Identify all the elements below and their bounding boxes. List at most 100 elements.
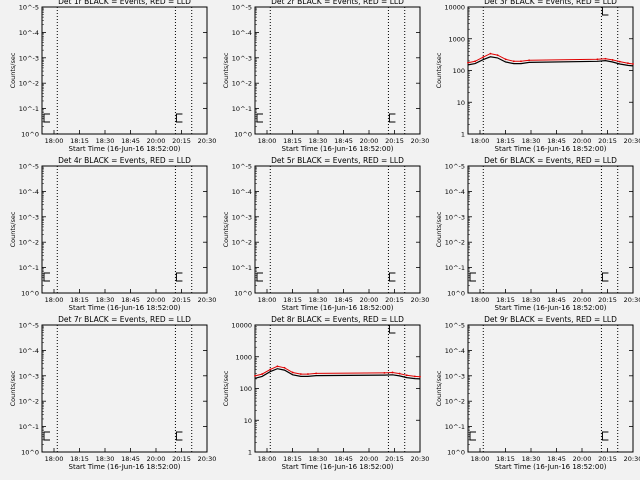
y-tick-label: 10^-2 [445,398,465,406]
x-tick-label: 18:00 [258,137,277,145]
x-tick-label: 18:00 [45,455,64,463]
series-point-lld [496,54,499,57]
x-tick-label: 18:15 [496,137,515,145]
y-axis-label: Counts/sec [435,370,443,406]
x-tick-label: 18:45 [334,296,353,304]
y-tick-label: 10^-5 [445,163,465,171]
series-point-lld [398,372,401,375]
x-tick-label: 20:00 [573,137,592,145]
interval-bracket [43,431,50,441]
x-tick-label: 18:45 [121,296,140,304]
x-tick-label: 18:30 [96,455,115,463]
plot-frame [254,324,421,453]
y-axis-label: Counts/sec [222,211,230,247]
x-tick-label: 18:15 [283,296,302,304]
x-tick-label: 20:30 [624,455,640,463]
y-tick-label: 10^-4 [19,29,39,37]
interval-bracket [469,272,476,282]
y-tick-label: 10^-5 [232,4,252,12]
y-tick-label: 10^-4 [232,29,252,37]
y-tick-label: 1000 [448,35,465,43]
series-point-lld [405,374,408,377]
series-point-lld [489,52,492,55]
y-axis-label: Counts/sec [222,370,230,406]
y-tick-label: 10^-3 [232,54,252,62]
series-point-lld [618,60,621,63]
x-tick-label: 18:30 [96,296,115,304]
y-tick-label: 10^-1 [232,105,252,113]
x-tick-label: 20:30 [198,296,217,304]
x-tick-label: 20:00 [360,137,379,145]
interval-bracket [175,431,183,441]
x-tick-label: 20:00 [147,455,166,463]
x-tick-label: 20:00 [573,296,592,304]
x-tick-label: 20:00 [360,455,379,463]
y-tick-label: 10 [457,99,465,107]
panel-3: Det 3r BLACK = Events, RED = LLD 1 10 100 10… [435,0,640,153]
x-tick-label: 20:15 [598,455,617,463]
y-tick-label: 10^-4 [19,188,39,196]
y-tick-label: 100 [240,385,252,393]
x-tick-label: 20:30 [411,296,430,304]
chart-title: Det 5r BLACK = Events, RED = LLD [271,156,404,165]
y-tick-label: 10^0 [21,131,39,139]
x-tick-label: 18:30 [309,296,328,304]
x-tick-label: 18:30 [309,137,328,145]
x-tick-label: 20:30 [198,137,217,145]
y-axis-label: Counts/sec [9,370,17,406]
chart-title: Det 4r BLACK = Events, RED = LLD [58,156,191,165]
panel-9: Det 9r BLACK = Events, RED = LLD 10^0 10^-… [435,315,640,471]
interval-bracket [388,272,396,282]
plot-frame [467,165,634,294]
y-tick-label: 10^-3 [445,372,465,380]
y-tick-label: 10^-5 [232,163,252,171]
x-tick-label: 18:00 [45,137,64,145]
x-tick-label: 18:00 [471,137,490,145]
y-tick-label: 10 [244,417,252,425]
y-tick-label: 1 [461,131,465,139]
chart-title: Det 9r BLACK = Events, RED = LLD [484,315,617,324]
y-tick-label: 10^-4 [445,188,465,196]
x-tick-label: 20:00 [573,455,592,463]
x-tick-label: 18:15 [283,137,302,145]
y-tick-label: 10^-5 [19,322,39,330]
x-tick-label: 18:45 [121,137,140,145]
x-tick-label: 20:00 [147,137,166,145]
y-tick-label: 10^0 [447,449,465,457]
x-tick-label: 18:00 [471,455,490,463]
x-tick-label: 20:00 [147,296,166,304]
y-tick-label: 10^-4 [232,188,252,196]
chart-title: Det 6r BLACK = Events, RED = LLD [484,156,617,165]
y-tick-label: 10^-2 [445,239,465,247]
y-tick-label: 10^-3 [445,213,465,221]
series-point-lld [276,365,279,368]
series-line-events [467,56,634,67]
chart-title: Det 7r BLACK = Events, RED = LLD [58,315,191,324]
interval-bracket [43,272,50,282]
y-tick-label: 10^0 [21,290,39,298]
x-tick-label: 18:00 [471,296,490,304]
x-tick-label: 20:00 [360,296,379,304]
y-axis-label: Counts/sec [9,211,17,247]
y-axis-label: Counts/sec [9,52,17,88]
y-tick-label: 1 [248,449,252,457]
x-tick-label: 20:15 [172,137,191,145]
x-tick-label: 18:15 [70,296,89,304]
x-tick-label: 20:15 [385,455,404,463]
interval-bracket [256,113,263,123]
y-tick-label: 10^-2 [232,239,252,247]
series-point-lld [269,368,272,371]
x-tick-label: 20:15 [598,137,617,145]
interval-bracket [469,431,476,441]
y-tick-label: 10^-2 [232,80,252,88]
y-tick-label: 10000 [444,4,465,12]
x-tick-label: 18:45 [547,137,566,145]
series-point-lld [596,58,599,61]
panel-7: Det 7r BLACK = Events, RED = LLD 10^0 10^-… [9,315,216,471]
x-tick-label: 18:45 [547,296,566,304]
panel-1: Det 1r BLACK = Events, RED = LLD 10^0 10^-… [9,0,216,153]
interval-bracket [601,431,609,441]
plot-frame [254,165,421,294]
y-axis-label: Counts/sec [435,211,443,247]
y-tick-label: 10^-2 [19,239,39,247]
